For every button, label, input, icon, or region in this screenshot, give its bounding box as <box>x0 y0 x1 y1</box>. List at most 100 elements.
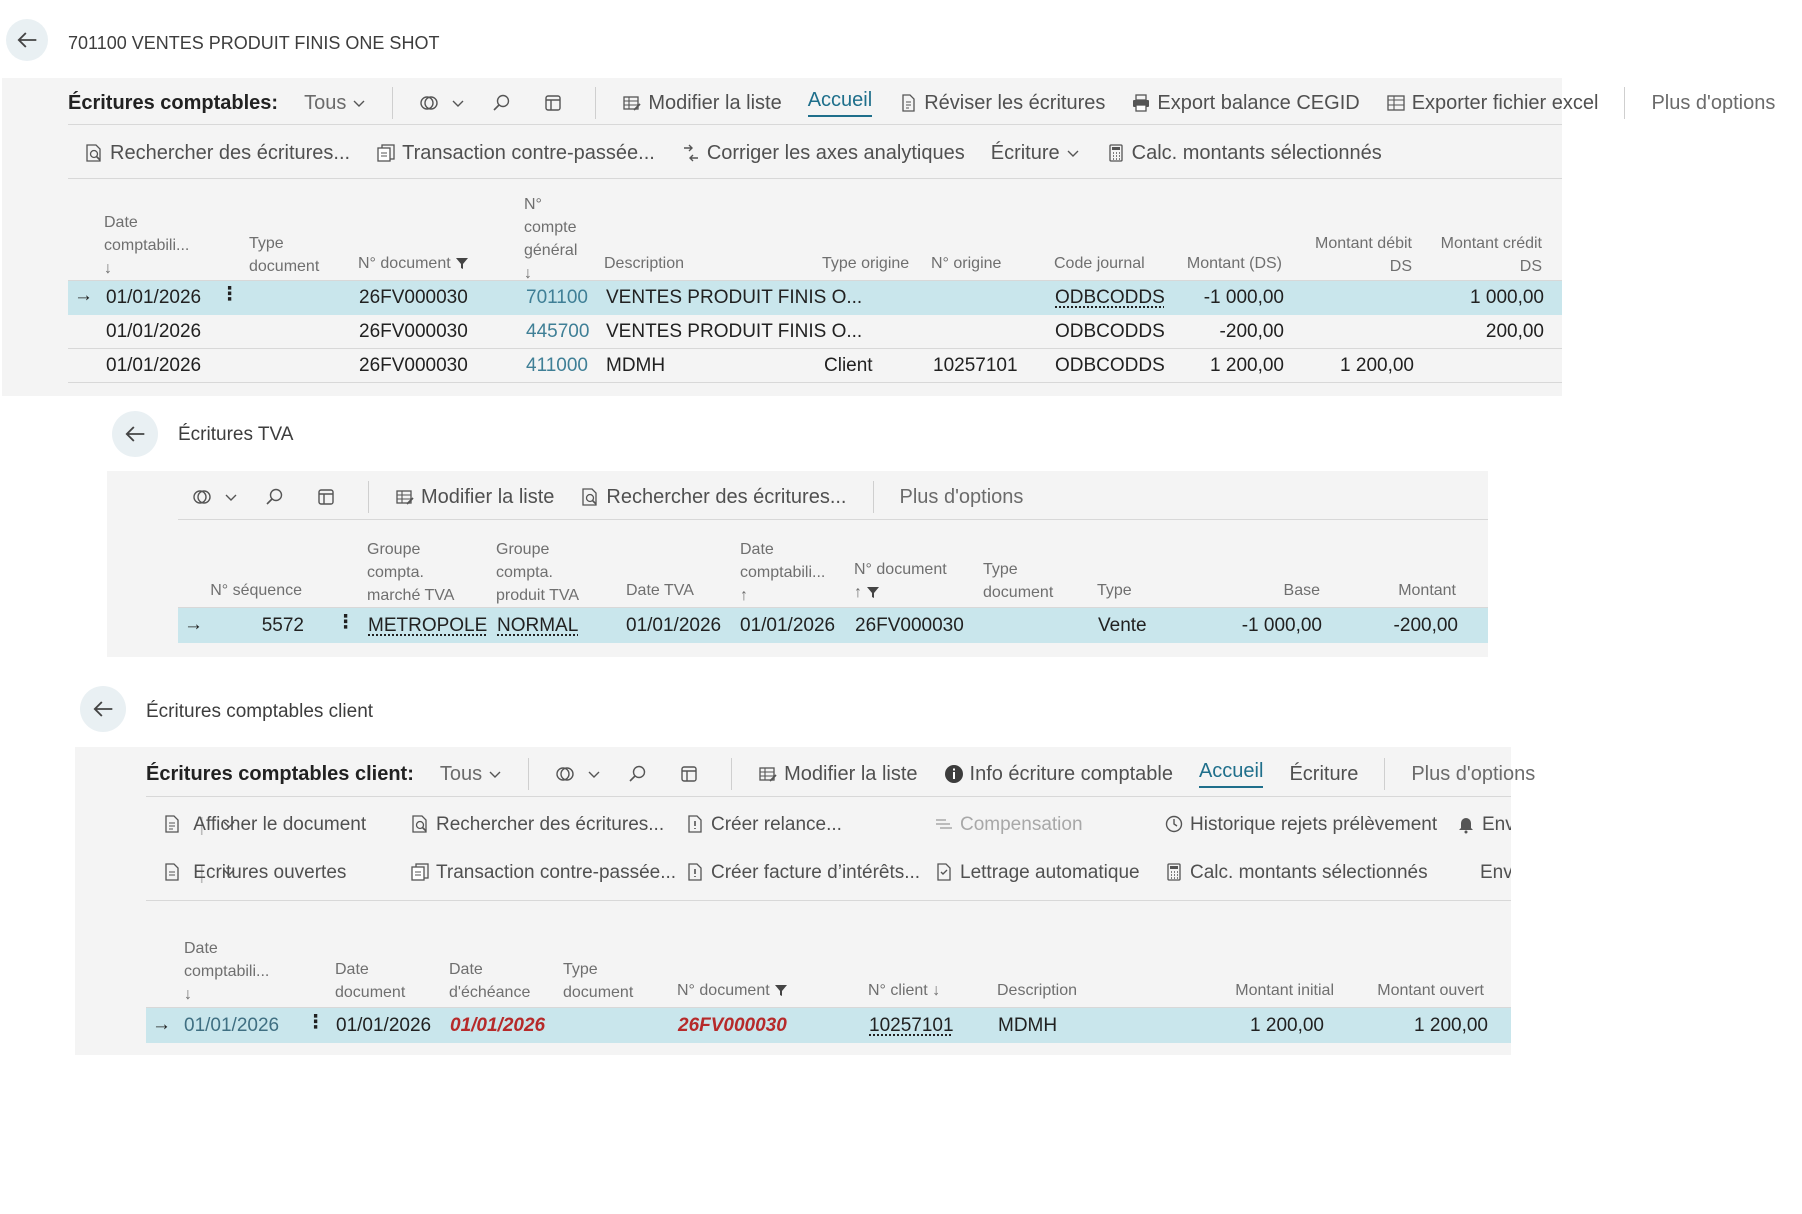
edit-list-button[interactable]: Modifier la liste <box>758 763 918 786</box>
col-header-product-group[interactable]: Groupe compta. produit TVA <box>496 541 580 604</box>
review-entries-button[interactable]: Réviser les écritures <box>898 92 1105 115</box>
reverse-transaction-button[interactable]: Transaction contre-passée... <box>376 142 655 165</box>
col-header-doc-no[interactable]: N° document <box>677 979 788 1002</box>
col-header-posting-date[interactable]: Date comptabili... ↑ <box>740 541 826 604</box>
col-header-doc-no[interactable]: N° document ↑ <box>854 561 947 601</box>
reverse-icon <box>377 144 395 162</box>
row-menu-icon[interactable]: ⋮ <box>336 612 355 633</box>
filter-pane-button[interactable] <box>543 93 569 113</box>
back-button[interactable] <box>80 686 126 732</box>
analyze-button[interactable] <box>192 487 238 507</box>
col-header-type-doc[interactable]: Type document <box>983 561 1054 601</box>
edit-list-icon <box>396 490 414 505</box>
divider <box>872 481 874 513</box>
create-finance-charge-button[interactable]: Créer facture d’intérêts... <box>685 862 920 885</box>
more-options-button[interactable]: Plus d'options <box>1651 91 1776 114</box>
filter-icon <box>775 985 788 996</box>
chevron-down-icon <box>452 100 464 107</box>
col-header-debit[interactable]: Montant débit DS <box>1315 235 1412 275</box>
calc-amounts-button[interactable]: Calc. montants sélectionnés <box>1164 862 1428 885</box>
show-document-button[interactable]: Afficher le document | <box>162 814 366 837</box>
back-button[interactable] <box>6 19 48 61</box>
col-header-amount[interactable]: Montant <box>1398 582 1456 599</box>
export-excel-button[interactable]: Exporter fichier excel <box>1386 92 1598 115</box>
open-entries-button[interactable]: Ecritures ouvertes | <box>162 862 346 885</box>
table-row[interactable]: → 5572 ⋮ METROPOLE NORMAL 01/01/2026 01/… <box>178 608 1488 643</box>
col-header-credit[interactable]: Montant crédit DS <box>1440 235 1542 275</box>
col-header-client-no[interactable]: N° client ↓ <box>868 982 941 999</box>
col-header-doc-date[interactable]: Date document <box>335 961 406 1001</box>
tab-home[interactable]: Accueil <box>807 89 873 117</box>
col-header-market-group[interactable]: Groupe compta. marché TVA <box>367 541 455 604</box>
find-entries-button[interactable]: Rechercher des écritures... <box>580 486 847 509</box>
filter-pane-button[interactable] <box>316 487 342 507</box>
create-reminder-button[interactable]: Créer relance... <box>685 814 842 837</box>
ledger-panel <box>2 78 1562 396</box>
divider <box>178 519 1488 520</box>
filter-dropdown[interactable]: Tous <box>304 92 366 115</box>
col-header-account[interactable]: N° compte général ↓ <box>524 196 578 282</box>
divider <box>68 280 1562 281</box>
send-button[interactable]: Envo <box>1456 814 1511 837</box>
search-icon <box>629 765 646 782</box>
edit-list-button[interactable]: Modifier la liste <box>622 92 782 115</box>
col-header-description[interactable]: Description <box>997 982 1078 999</box>
col-header-date[interactable]: Date comptabili... ↓ <box>104 214 190 277</box>
back-button[interactable] <box>112 411 158 457</box>
apply-entries-button[interactable]: Compensation <box>934 814 1083 837</box>
search-button[interactable] <box>264 487 290 507</box>
table-row[interactable]: 01/01/2026 26FV000030 411000 MDMH Client… <box>106 355 1414 376</box>
search-button[interactable] <box>491 93 517 113</box>
filter-icon <box>456 258 469 269</box>
toolbar-label: Écritures comptables client: <box>146 762 414 785</box>
col-header-type-origin[interactable]: Type origine <box>822 255 910 272</box>
col-header-seq[interactable]: N° séquence <box>210 582 302 599</box>
calc-amounts-button[interactable]: Calc. montants sélectionnés <box>1106 142 1382 165</box>
fix-dimensions-button[interactable]: Corriger les axes analytiques <box>681 142 965 165</box>
tab-home[interactable]: Accueil <box>1198 760 1264 788</box>
row-menu-icon[interactable]: ⋮ <box>306 1012 325 1033</box>
col-header-type-doc[interactable]: Type document <box>249 235 320 275</box>
filter-pane-button[interactable] <box>679 764 705 784</box>
col-header-origin-no[interactable]: N° origine <box>931 255 1002 272</box>
col-header-posting-date[interactable]: Date comptabili... ↓ <box>184 940 270 1003</box>
col-header-due-date[interactable]: Date d'échéance <box>449 961 531 1001</box>
table-row[interactable]: → 01/01/2026 ⋮ 01/01/2026 01/01/2026 26F… <box>146 1008 1511 1043</box>
row-menu-icon[interactable]: ⋮ <box>220 284 239 305</box>
analyze-button[interactable] <box>555 764 601 784</box>
find-entries-button[interactable]: Rechercher des écritures... <box>410 814 664 837</box>
col-header-type[interactable]: Type <box>1097 582 1132 599</box>
filter-dropdown[interactable]: Tous <box>440 763 502 786</box>
col-header-amount[interactable]: Montant (DS) <box>1186 255 1282 272</box>
find-entries-button[interactable]: Rechercher des écritures... <box>84 142 350 165</box>
direct-debit-history-button[interactable]: Historique rejets prélèvement <box>1164 814 1437 837</box>
col-header-open[interactable]: Montant ouvert <box>1377 982 1484 999</box>
divider <box>178 607 1488 608</box>
analyze-button[interactable] <box>419 93 465 113</box>
auto-apply-button[interactable]: Lettrage automatique <box>934 862 1140 885</box>
export-cegid-button[interactable]: Export balance CEGID <box>1131 92 1360 115</box>
tab-entry[interactable]: Écriture <box>1289 762 1359 785</box>
col-header-vat-date[interactable]: Date TVA <box>626 582 694 599</box>
calculator-icon <box>1108 144 1123 162</box>
entry-menu[interactable]: Écriture <box>991 142 1080 165</box>
more-options-button[interactable]: Plus d'options <box>1411 762 1536 785</box>
reverse-transaction-button[interactable]: Transaction contre-passée... <box>410 862 676 885</box>
col-header-initial[interactable]: Montant initial <box>1235 982 1334 999</box>
table-row[interactable]: 01/01/2026 26FV000030 445700 VENTES PROD… <box>106 321 1544 342</box>
info-icon <box>944 765 963 783</box>
calculator-icon <box>1167 863 1181 881</box>
divider <box>368 481 369 513</box>
col-header-type-doc[interactable]: Type document <box>563 961 634 1001</box>
customer-toolbar: Écritures comptables client: Tous Modifi… <box>146 758 1561 790</box>
col-header-base[interactable]: Base <box>1283 582 1320 599</box>
edit-list-button[interactable]: Modifier la liste <box>395 486 554 509</box>
table-row[interactable]: → 01/01/2026 ⋮ 26FV000030 701100 VENTES … <box>68 281 1562 315</box>
search-button[interactable] <box>627 764 653 784</box>
col-header-description[interactable]: Description <box>604 255 685 272</box>
more-options-button[interactable]: Plus d'options <box>899 485 1024 508</box>
col-header-journal[interactable]: Code journal <box>1054 255 1145 272</box>
entry-info-button[interactable]: Info écriture comptable <box>944 763 1173 786</box>
col-header-doc-no[interactable]: N° document <box>358 252 469 275</box>
send-button-2[interactable]: Envo <box>1480 862 1511 883</box>
